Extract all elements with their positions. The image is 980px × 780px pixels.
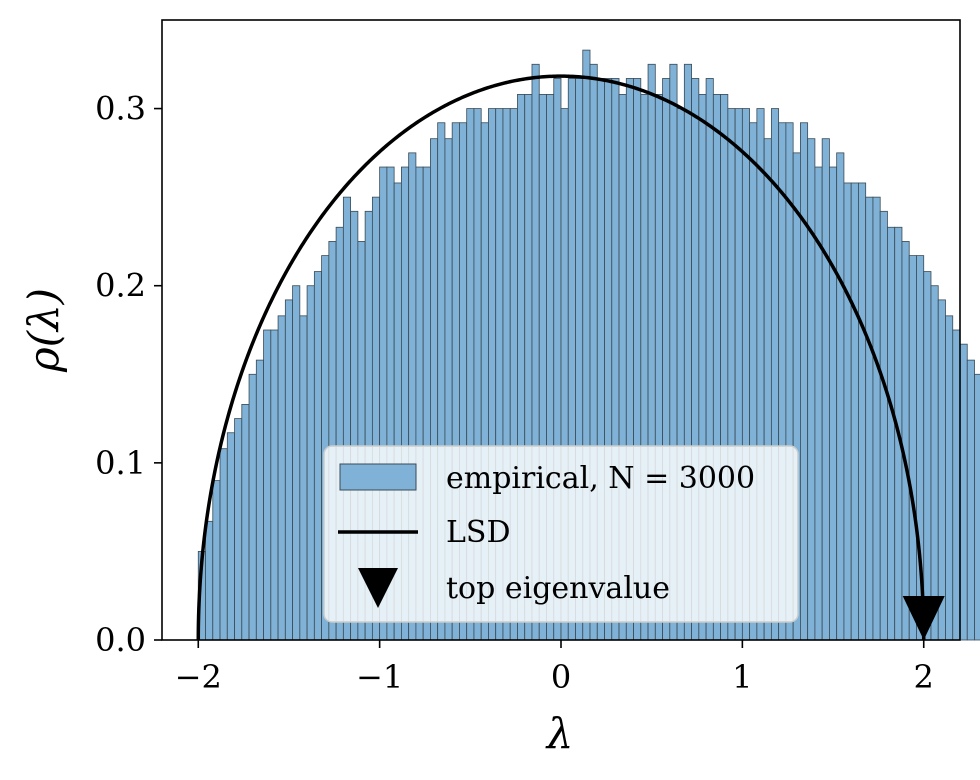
histogram-bar	[872, 196, 881, 641]
histogram-bar	[858, 182, 867, 641]
x-tick-label: 0	[551, 658, 571, 696]
histogram-bar	[959, 343, 968, 641]
x-tick-label: 2	[914, 658, 934, 696]
x-tick-label: −1	[356, 658, 403, 696]
histogram-bar	[865, 196, 874, 641]
x-tick-label: 1	[732, 658, 752, 696]
histogram-bar	[807, 138, 816, 641]
legend-box	[323, 445, 799, 623]
histogram-bar	[952, 329, 961, 641]
legend-top-eigenvalue-label: top eigenvalue	[446, 571, 670, 606]
y-tick-label: 0.2	[95, 267, 146, 305]
histogram-bar	[313, 271, 323, 641]
histogram-bar	[299, 315, 308, 641]
histogram-bar	[234, 418, 243, 641]
histogram-bar	[937, 299, 946, 641]
histogram-bar	[284, 299, 293, 641]
histogram-bar	[974, 373, 980, 641]
histogram-bar	[836, 152, 845, 641]
histogram-bar	[263, 329, 272, 641]
histogram-bar	[821, 138, 830, 641]
lsd-curve	[196, 74, 926, 641]
histogram-bar	[255, 359, 264, 641]
legend-empirical-swatch	[339, 463, 417, 491]
histogram-bar	[241, 403, 250, 641]
y-axis-label: ρ(λ)	[19, 288, 68, 373]
legend: empirical, N = 3000 LSD top eigenvalue	[323, 445, 799, 623]
y-tick-label: 0.0	[95, 621, 146, 659]
histogram-bar	[843, 182, 852, 641]
histogram-bar	[205, 520, 214, 641]
histogram-bar	[226, 432, 235, 641]
histogram-bar	[908, 255, 917, 641]
histogram-bar	[901, 241, 910, 641]
histogram-bar	[270, 329, 279, 641]
histogram-bar	[306, 285, 315, 641]
y-axis-ticks: 0.0 0.1 0.2 0.3	[95, 90, 162, 659]
histogram-bar	[887, 226, 896, 641]
histogram-bar	[219, 448, 228, 641]
legend-empirical-label: empirical, N = 3000	[446, 461, 755, 496]
histogram-bar	[829, 166, 838, 641]
y-tick-label: 0.3	[95, 90, 146, 128]
histogram-bar	[277, 315, 286, 641]
histogram-bar	[850, 182, 859, 641]
histogram-bar	[800, 122, 809, 641]
y-tick-label: 0.1	[95, 444, 146, 482]
histogram-bar	[292, 285, 301, 641]
histogram-bar	[945, 315, 954, 641]
x-tick-label: −2	[175, 658, 222, 696]
histogram-bar	[212, 480, 221, 641]
top-eigenvalue-marker	[902, 596, 945, 640]
histogram-bar	[966, 359, 975, 641]
legend-top-eigenvalue-marker	[358, 568, 398, 608]
legend-lsd-label: LSD	[446, 515, 511, 550]
histogram-bar	[923, 271, 932, 641]
histogram-bar	[930, 285, 939, 641]
histogram-bar	[879, 210, 888, 641]
histogram-bar	[248, 373, 257, 641]
x-axis-ticks: −2 −1 0 1 2	[175, 640, 934, 696]
x-axis-label: λ	[545, 709, 574, 758]
